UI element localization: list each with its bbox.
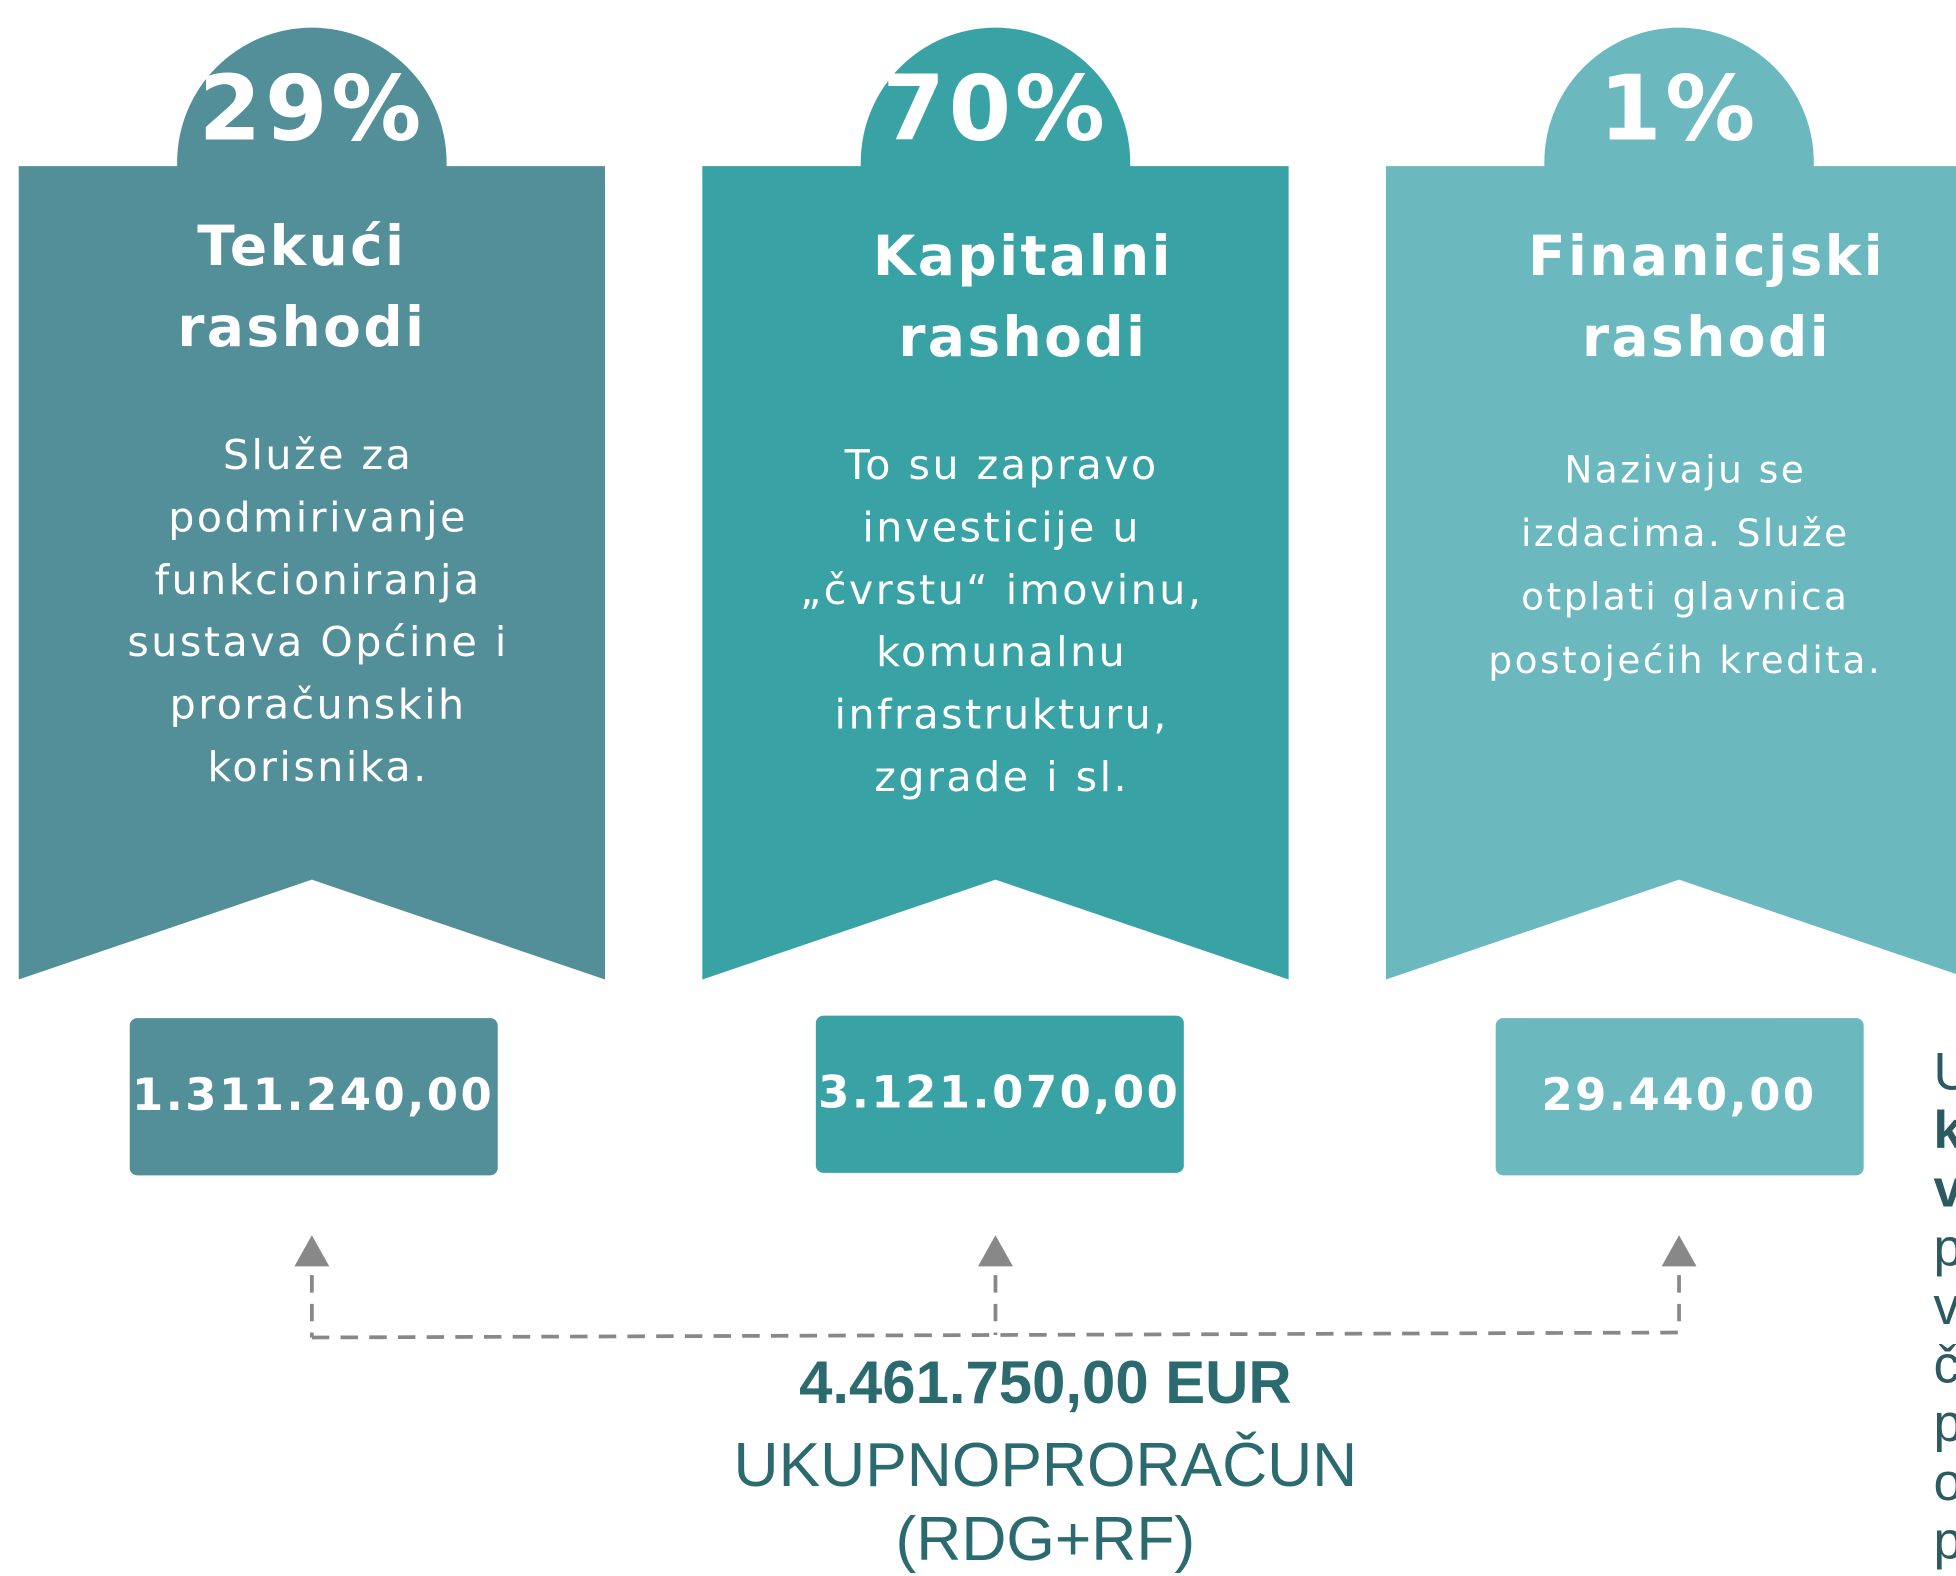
ribbon-card: [18, 27, 606, 980]
total-sub: (RDG+RF): [896, 1505, 1196, 1574]
card-description: sustava Općine i: [127, 618, 508, 666]
card-description: „čvrstu“ imovinu,: [800, 566, 1203, 614]
card-description: korisnika.: [207, 743, 428, 791]
amount-box: [815, 1015, 1184, 1173]
percent: 1%: [1599, 57, 1759, 161]
amount-box: [1495, 1018, 1864, 1176]
card-title: Tekući: [197, 214, 406, 278]
side-text: v: [1934, 1278, 1956, 1336]
side-text: p: [1934, 1512, 1956, 1570]
percent: 29%: [199, 57, 425, 161]
card-description: Nazivaju se: [1564, 447, 1806, 491]
card-description: infrastrukturu,: [835, 691, 1169, 739]
side-text: p: [1934, 1219, 1956, 1277]
card-title: rashodi: [177, 295, 426, 359]
card-description: podmirivanje: [168, 493, 468, 541]
arrow-head: [978, 1235, 1013, 1267]
side-text: p: [1934, 1395, 1956, 1453]
connector: [294, 1235, 1697, 1267]
amount-box: [129, 1018, 498, 1176]
card-title: rashodi: [1582, 305, 1831, 369]
card-description: komunalnu: [876, 628, 1127, 676]
card-description: postojećih kredita.: [1488, 638, 1882, 682]
card-description: zgrade i sl.: [874, 753, 1129, 801]
side-text: č: [1934, 1337, 1956, 1395]
card-title: rashodi: [898, 305, 1147, 369]
ribbon-card: [1385, 27, 1956, 980]
side-text: v: [1934, 1161, 1956, 1219]
card-description: To su zapravo: [844, 441, 1159, 489]
amount: 1.311.240,00: [132, 1068, 494, 1121]
percent: 70%: [882, 57, 1108, 161]
total-amount: 4.461.750,00 EUR: [799, 1349, 1292, 1416]
card-description: funkcioniranja: [155, 556, 482, 604]
arrow-head: [1661, 1235, 1697, 1267]
card-description: investicije u: [862, 503, 1141, 551]
card-description: Služe za: [223, 431, 413, 479]
card-description: proračunskih: [170, 681, 467, 729]
card-description: izdacima. Služe: [1521, 511, 1850, 555]
amount: 3.121.070,00: [818, 1065, 1180, 1118]
side-text: o: [1934, 1454, 1956, 1512]
side-text: U: [1934, 1043, 1956, 1101]
card-title: Kapitalni: [873, 224, 1173, 288]
amount: 29.440,00: [1541, 1068, 1816, 1121]
side-text: k: [1934, 1102, 1956, 1160]
total-label: UKUPNOPRORAČUN: [734, 1430, 1358, 1500]
ribbon-card: [702, 27, 1289, 980]
card-title: Finanicjski: [1528, 224, 1885, 288]
arrow-head: [294, 1235, 330, 1267]
card-description: otplati glavnica: [1521, 575, 1849, 619]
dashed-lines: [309, 1275, 1681, 1340]
